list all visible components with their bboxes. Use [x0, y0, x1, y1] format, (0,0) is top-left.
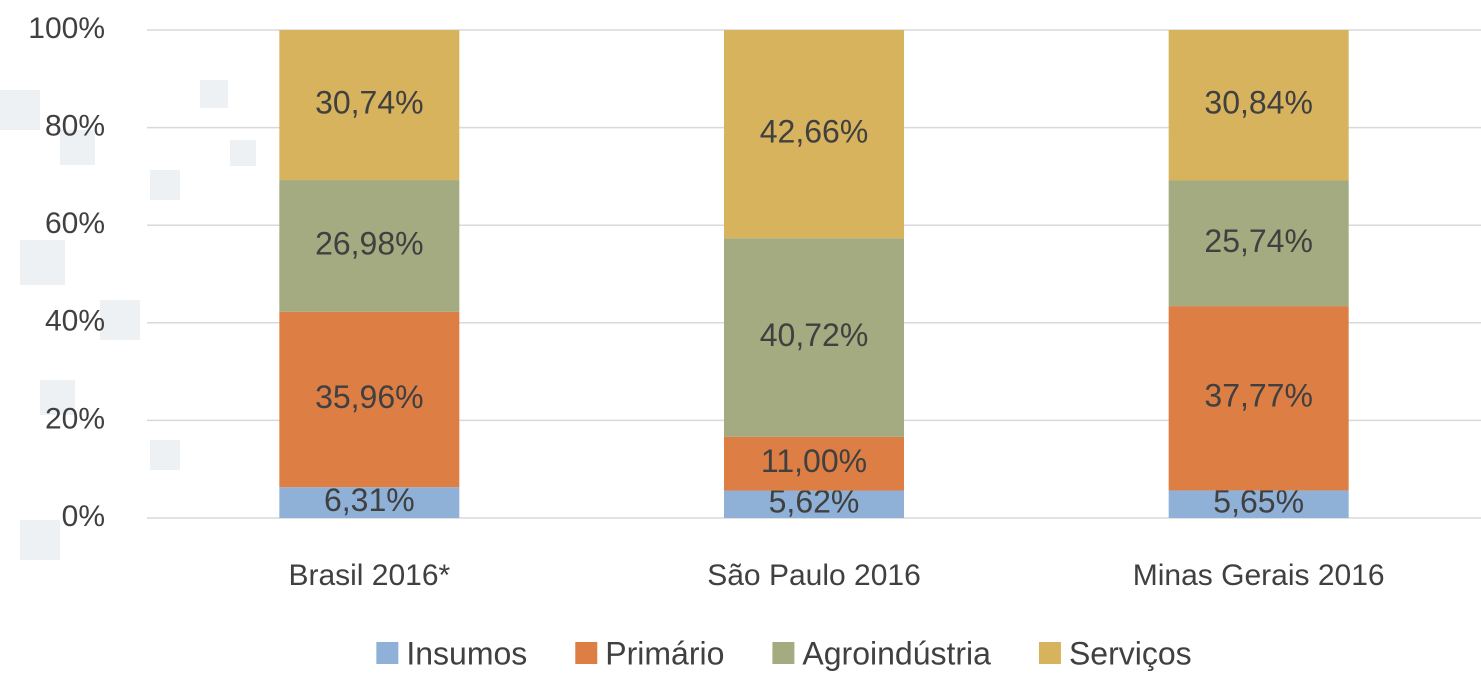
y-tick-label: 40%: [45, 305, 105, 338]
x-tick-label: Brasil 2016*: [288, 559, 450, 592]
y-tick-label: 20%: [45, 402, 105, 435]
value-label: 30,74%: [315, 85, 424, 121]
value-label: 37,77%: [1204, 378, 1313, 414]
value-label: 6,31%: [324, 482, 415, 518]
legend-label: Agroindústria: [802, 635, 991, 671]
x-tick-label: Minas Gerais 2016: [1133, 559, 1385, 592]
value-label: 30,84%: [1204, 85, 1313, 121]
legend-swatch: [772, 642, 795, 664]
legend-label: Serviços: [1069, 635, 1192, 671]
background-decoration: [0, 80, 256, 560]
legend-swatch: [376, 642, 399, 664]
value-label: 42,66%: [760, 114, 869, 150]
value-label: 26,98%: [315, 225, 424, 261]
bar-segment: [1168, 306, 1349, 491]
y-tick-label: 60%: [45, 207, 105, 240]
bar-segment: [1168, 30, 1349, 181]
value-label: 11,00%: [761, 443, 867, 479]
legend-label: Primário: [605, 635, 724, 671]
bar-segment: [279, 30, 460, 181]
bar-segment: [279, 180, 460, 312]
legend-swatch: [575, 642, 598, 664]
bar-segment: [1168, 490, 1349, 518]
bar-segment: [279, 487, 460, 518]
bar-segment: [724, 436, 904, 491]
y-tick-label: 100%: [28, 12, 105, 45]
y-tick-label: 80%: [45, 110, 105, 143]
legend-swatch: [1038, 642, 1061, 664]
bar-segment: [1168, 180, 1349, 307]
y-tick-label: 0%: [62, 500, 105, 533]
legend-label: Insumos: [406, 635, 527, 671]
bar-segment: [724, 30, 904, 239]
value-label: 25,74%: [1204, 223, 1313, 259]
bar-segment: [724, 490, 904, 518]
bar-segment: [279, 311, 460, 488]
x-tick-label: São Paulo 2016: [707, 559, 921, 592]
bar-segment: [724, 238, 904, 437]
value-label: 40,72%: [760, 317, 869, 353]
value-label: 35,96%: [315, 379, 424, 415]
